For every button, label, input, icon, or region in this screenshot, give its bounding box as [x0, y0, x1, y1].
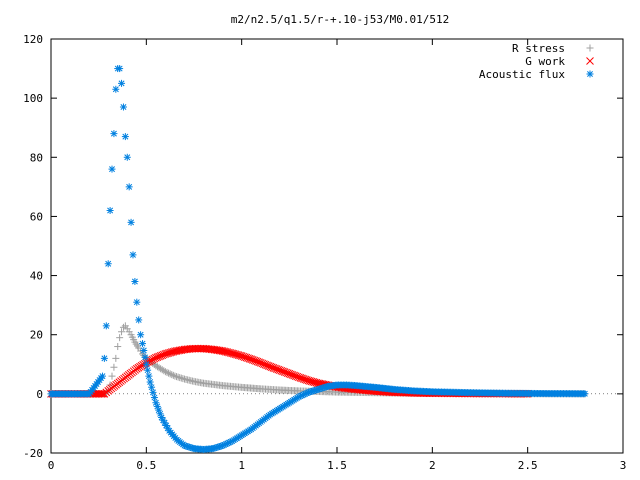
data-point: [217, 346, 225, 355]
data-point: [100, 354, 108, 362]
x-tick-label: 0: [48, 459, 55, 472]
chart-title: m2/n2.5/q1.5/r-+.10-j53/M0.01/512: [231, 13, 450, 26]
data-point: [140, 346, 148, 354]
data-point: [149, 388, 157, 396]
data-point: [116, 334, 124, 342]
data-point: [161, 368, 169, 376]
data-point: [125, 328, 133, 336]
data-point: [119, 323, 127, 331]
y-tick-label: 40: [30, 270, 43, 283]
x-tick-label: 3: [620, 459, 627, 472]
data-point: [169, 371, 177, 379]
y-tick-label: 0: [36, 388, 43, 401]
legend-marker: [586, 70, 594, 78]
data-point: [112, 85, 120, 93]
data-point: [166, 370, 174, 378]
x-tick-label: 2: [429, 459, 436, 472]
data-point: [108, 372, 116, 380]
data-point: [135, 316, 143, 324]
data-point: [121, 322, 129, 330]
data-point: [168, 371, 176, 379]
data-point: [106, 207, 114, 215]
data-point: [98, 372, 106, 380]
data-point: [110, 363, 118, 371]
data-point: [110, 130, 118, 138]
data-point: [97, 390, 106, 398]
y-tick-label: 100: [23, 92, 43, 105]
data-point: [125, 183, 133, 191]
data-point: [142, 360, 150, 368]
data-point: [139, 340, 147, 348]
x-tick-label: 1: [238, 459, 245, 472]
data-point: [215, 346, 224, 355]
data-point: [123, 325, 131, 333]
legend-label: R stress: [512, 42, 565, 55]
y-axis: -20 0 20 40 60 80 100 120: [23, 33, 623, 460]
data-point: [160, 367, 168, 375]
legend-marker: [586, 44, 594, 52]
y-tick-label: 60: [30, 210, 43, 223]
data-point: [581, 390, 589, 398]
data-point: [169, 347, 178, 356]
data-point: [129, 251, 137, 259]
data-point: [118, 79, 126, 87]
data-point: [104, 260, 112, 268]
data-point: [172, 347, 181, 355]
data-point: [144, 366, 152, 374]
x-axis: 0 0.5 1 1.5 2 2.5 3: [48, 39, 627, 472]
series-acoustic-flux: [47, 65, 589, 453]
data-point: [127, 218, 135, 226]
y-tick-label: 80: [30, 151, 43, 164]
data-point: [150, 394, 158, 402]
data-point: [102, 322, 110, 330]
data-point: [148, 383, 156, 391]
data-point: [141, 353, 149, 361]
data-point: [119, 103, 127, 111]
data-point: [123, 153, 131, 161]
data-point: [116, 65, 124, 73]
legend-label: Acoustic flux: [479, 68, 565, 81]
data-point: [133, 298, 141, 306]
x-tick-label: 1.5: [327, 459, 347, 472]
y-tick-label: 20: [30, 329, 43, 342]
data-point: [146, 378, 154, 386]
data-point: [145, 372, 153, 380]
y-tick-label: 120: [23, 33, 43, 46]
legend-marker: [586, 57, 594, 65]
data-point: [137, 331, 145, 339]
data-point: [171, 347, 179, 356]
data-point: [165, 369, 173, 377]
data-point: [118, 328, 126, 336]
data-point: [112, 354, 120, 362]
data-point: [108, 165, 116, 173]
data-point: [121, 133, 129, 141]
data-point: [312, 378, 321, 387]
data-point: [174, 346, 182, 355]
data-point: [131, 277, 139, 285]
x-tick-label: 2.5: [518, 459, 538, 472]
y-tick-label: -20: [23, 447, 43, 460]
x-tick-label: 0.5: [136, 459, 156, 472]
data-point: [114, 343, 122, 351]
legend-label: G work: [525, 55, 565, 68]
data-point: [175, 346, 184, 355]
series-layer: [47, 65, 589, 453]
data-point: [163, 368, 171, 376]
